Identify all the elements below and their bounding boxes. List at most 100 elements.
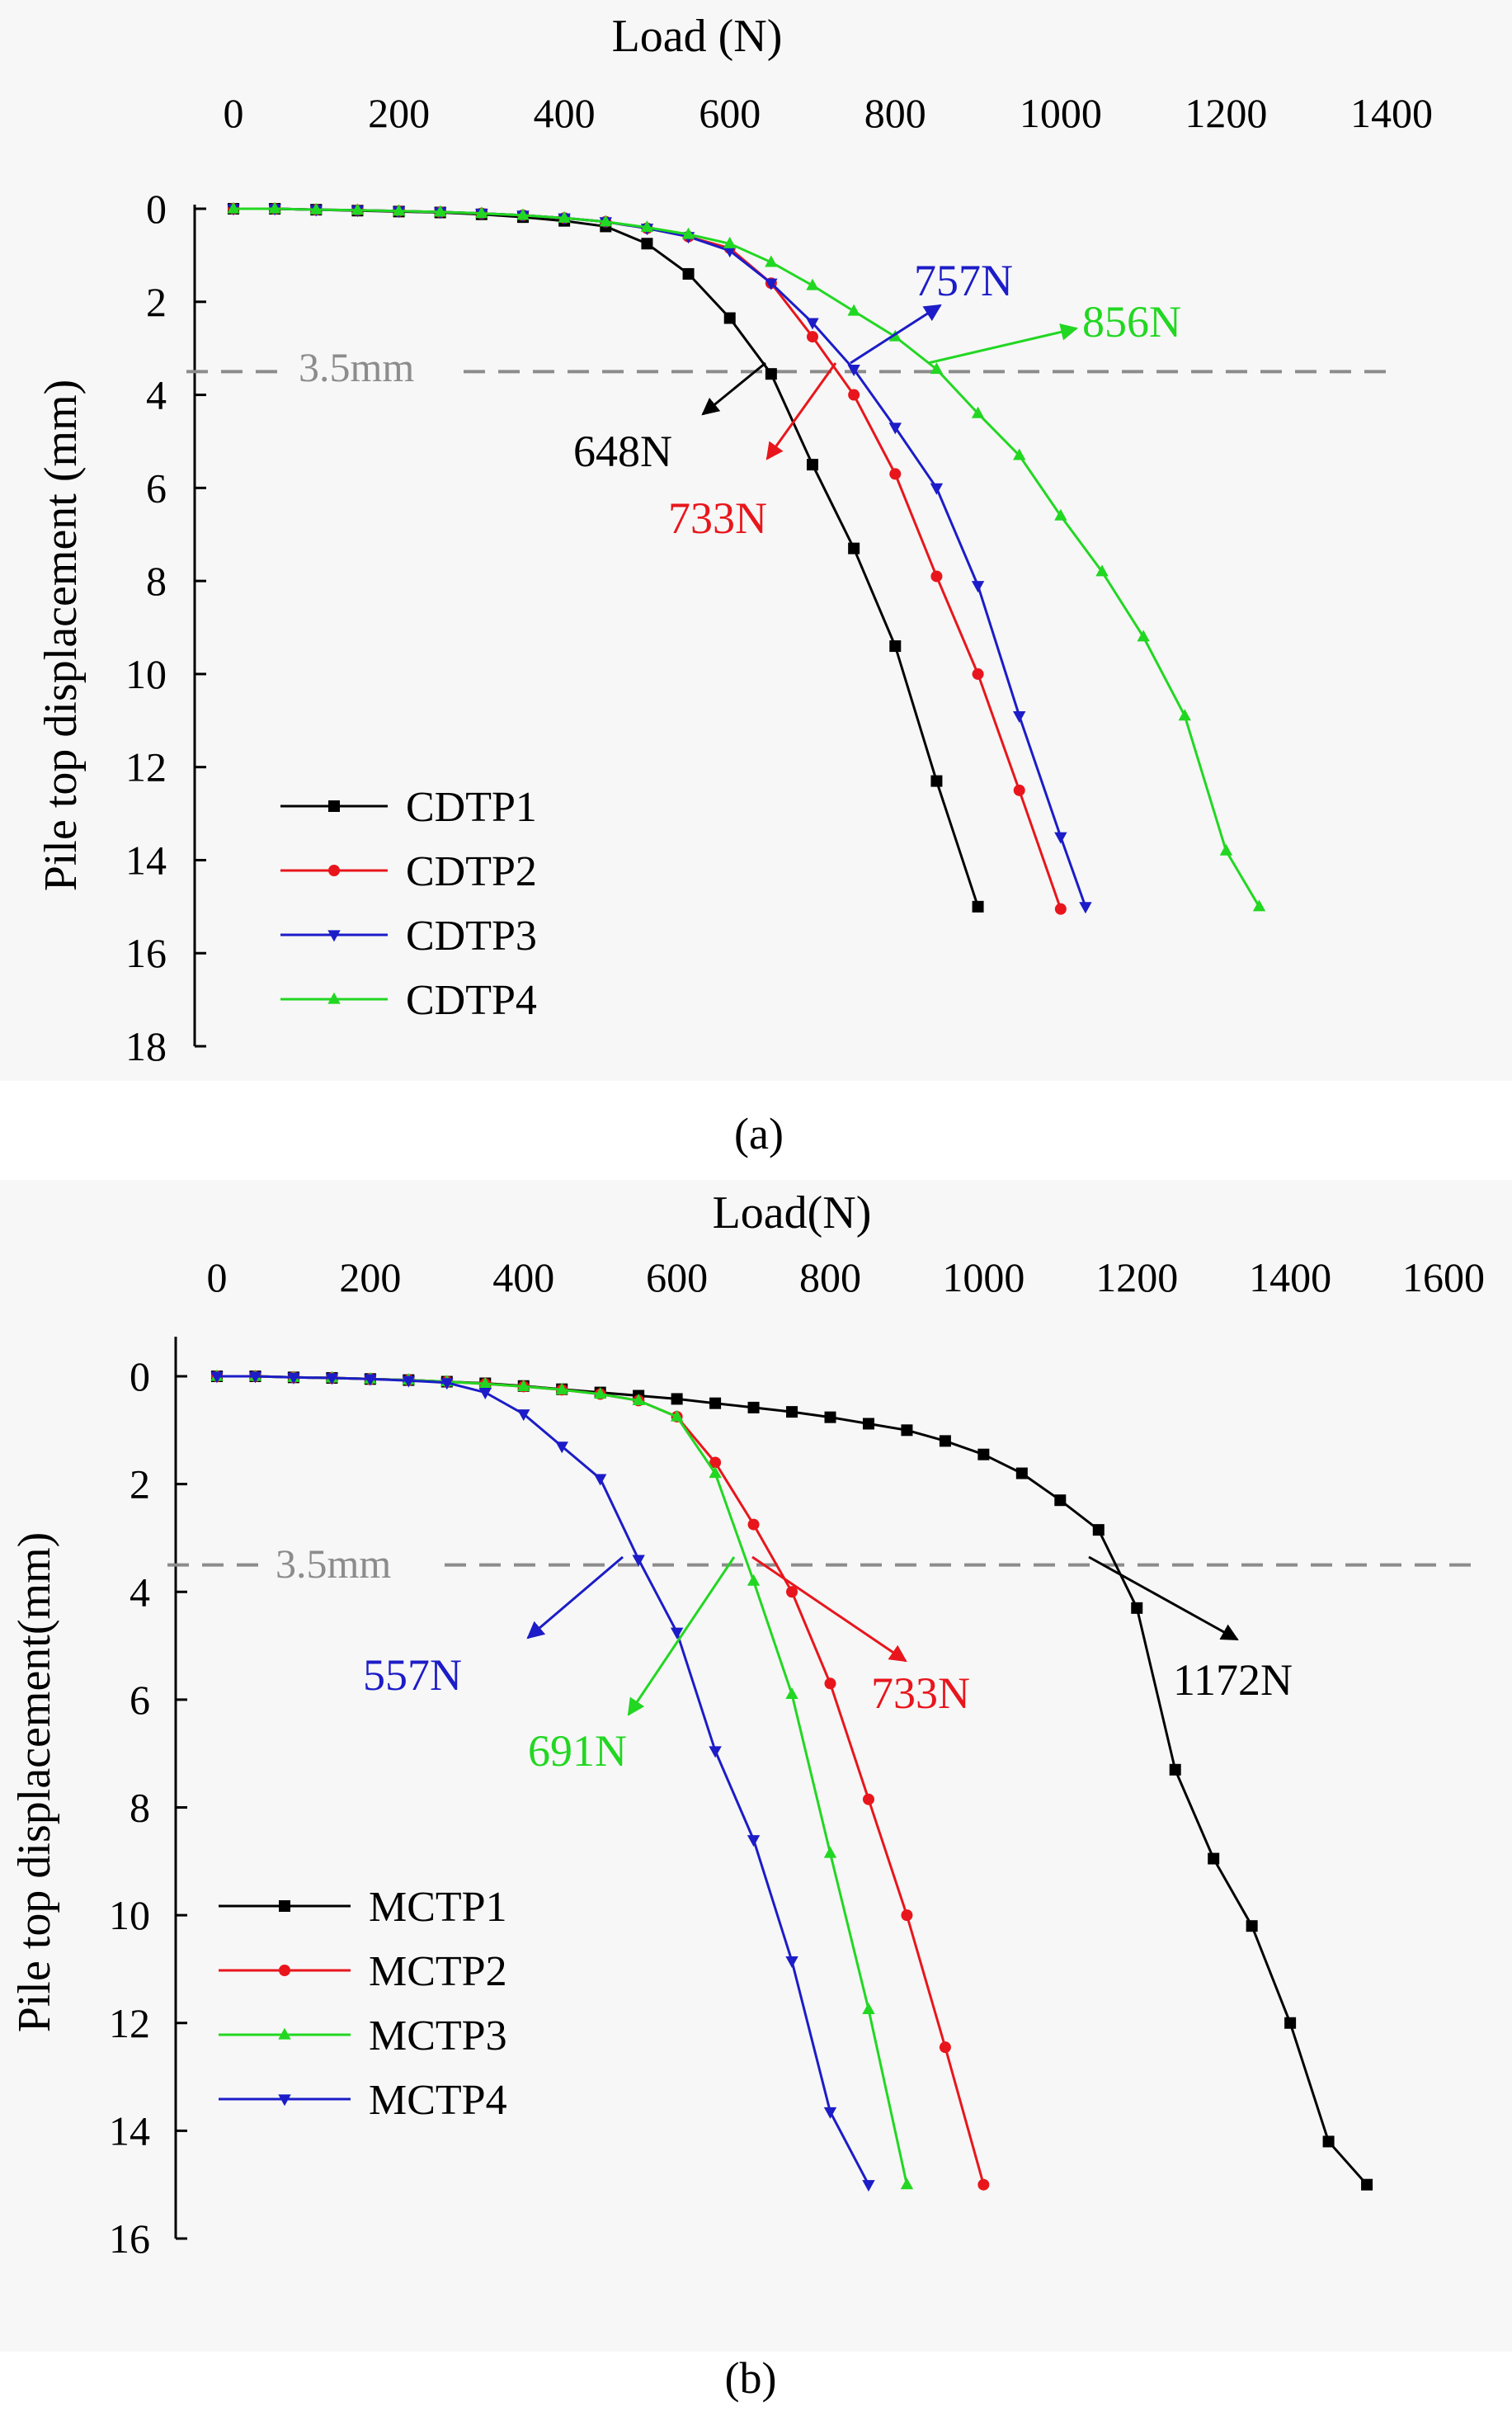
data-point-mctp1 bbox=[1246, 1920, 1258, 1932]
legend-marker bbox=[279, 1965, 290, 1976]
data-point-cdtp2 bbox=[1054, 903, 1067, 915]
y-tick-label: 12 bbox=[125, 744, 167, 790]
data-point-cdtp3 bbox=[723, 246, 737, 258]
data-point-cdtp4 bbox=[1252, 899, 1266, 912]
legend-item-mctp4: MCTP4 bbox=[219, 2077, 507, 2124]
y-tick-label: 4 bbox=[130, 1569, 150, 1615]
x-tick-label: 1400 bbox=[1350, 90, 1433, 136]
data-point-mctp1 bbox=[901, 1424, 913, 1437]
data-point-mctp4 bbox=[325, 1373, 339, 1385]
series-group bbox=[210, 1369, 1373, 2192]
data-point-mctp4 bbox=[747, 1835, 761, 1847]
data-point-mctp2 bbox=[824, 1677, 836, 1690]
legend-marker bbox=[279, 1900, 290, 1912]
data-point-cdtp4 bbox=[434, 205, 447, 217]
y-tick-label: 6 bbox=[130, 1677, 150, 1723]
data-point-cdtp1 bbox=[972, 900, 984, 913]
y-tick-label: 2 bbox=[146, 279, 167, 325]
data-point-mctp4 bbox=[823, 2107, 837, 2119]
data-point-cdtp4 bbox=[640, 220, 654, 233]
legend-marker bbox=[327, 992, 341, 1004]
series-line-mctp4 bbox=[217, 1375, 870, 2186]
panel-label-b: (b) bbox=[725, 2353, 777, 2403]
data-point-cdtp4 bbox=[309, 202, 323, 215]
annotation-856n: 856N bbox=[1082, 297, 1181, 347]
data-point-cdtp2 bbox=[807, 331, 818, 343]
data-point-mctp1 bbox=[747, 1401, 760, 1413]
legend-label: CDTP1 bbox=[406, 784, 537, 831]
annotation-arrow-648n bbox=[701, 361, 766, 416]
series-mctp4 bbox=[210, 1371, 875, 2192]
data-point-cdtp4 bbox=[227, 201, 240, 214]
data-point-cdtp2 bbox=[889, 468, 902, 480]
data-point-mctp3 bbox=[670, 1409, 684, 1422]
y-tick-label: 16 bbox=[109, 2215, 150, 2262]
data-point-cdtp4 bbox=[971, 406, 985, 418]
data-point-cdtp4 bbox=[558, 210, 571, 223]
data-point-cdtp1 bbox=[682, 267, 695, 280]
data-point-mctp3 bbox=[823, 1846, 837, 1858]
y-tick-label: 14 bbox=[109, 2107, 150, 2154]
data-point-cdtp3 bbox=[971, 581, 985, 593]
legend-item-mctp1: MCTP1 bbox=[219, 1884, 507, 1931]
data-point-mctp2 bbox=[862, 1793, 874, 1805]
legend-item-mctp3: MCTP3 bbox=[219, 2012, 507, 2059]
data-point-mctp3 bbox=[632, 1393, 645, 1405]
data-point-mctp4 bbox=[709, 1746, 722, 1758]
y-tick-label: 0 bbox=[130, 1353, 150, 1399]
data-point-mctp1 bbox=[1322, 2135, 1335, 2148]
data-point-mctp3 bbox=[900, 2177, 914, 2190]
y-tick-label: 8 bbox=[146, 558, 167, 604]
legend-marker bbox=[278, 2027, 291, 2040]
data-point-mctp3 bbox=[785, 1687, 798, 1699]
legend-label: MCTP3 bbox=[369, 2012, 507, 2059]
series-group bbox=[227, 201, 1266, 915]
data-point-mctp1 bbox=[1092, 1524, 1105, 1536]
data-point-mctp3 bbox=[478, 1376, 492, 1389]
x-tick-label: 800 bbox=[864, 90, 926, 136]
x-axis-title: Load(N) bbox=[713, 1187, 872, 1239]
data-point-cdtp1 bbox=[723, 312, 736, 324]
data-point-mctp4 bbox=[248, 1371, 262, 1384]
y-tick-label: 6 bbox=[146, 465, 167, 511]
y-tick-label: 12 bbox=[109, 2000, 150, 2046]
x-tick-label: 1000 bbox=[1020, 90, 1102, 136]
data-point-mctp4 bbox=[785, 1956, 798, 1969]
data-point-mctp2 bbox=[747, 1518, 760, 1531]
data-point-cdtp4 bbox=[475, 206, 488, 219]
data-point-mctp4 bbox=[593, 1474, 607, 1486]
legend-label: MCTP4 bbox=[369, 2077, 507, 2124]
series-cdtp4 bbox=[227, 201, 1266, 912]
series-line-cdtp4 bbox=[233, 207, 1260, 908]
x-axis-title: Load (N) bbox=[612, 11, 783, 62]
annotation-arrow-1172n bbox=[1088, 1555, 1239, 1641]
y-tick-label: 2 bbox=[130, 1461, 150, 1507]
data-point-mctp3 bbox=[517, 1380, 530, 1392]
data-point-mctp4 bbox=[632, 1555, 645, 1567]
legend-label: MCTP2 bbox=[369, 1948, 507, 1995]
data-point-mctp1 bbox=[1169, 1763, 1181, 1776]
data-point-cdtp1 bbox=[641, 238, 653, 250]
data-point-mctp2 bbox=[901, 1909, 913, 1922]
data-point-mctp3 bbox=[747, 1574, 761, 1586]
data-point-cdtp4 bbox=[1013, 448, 1026, 460]
data-point-cdtp4 bbox=[806, 278, 819, 290]
annotation-arrow-557n bbox=[526, 1555, 624, 1640]
x-tick-label: 1200 bbox=[1095, 1254, 1178, 1300]
reference-label-background bbox=[289, 340, 462, 389]
data-point-mctp3 bbox=[862, 2003, 875, 2015]
x-tick-label: 800 bbox=[799, 1254, 861, 1300]
data-point-mctp1 bbox=[1131, 1602, 1143, 1614]
annotation-757n: 757N bbox=[914, 256, 1013, 305]
data-point-mctp4 bbox=[555, 1441, 568, 1454]
x-tick-label: 200 bbox=[368, 90, 430, 136]
legend-marker bbox=[328, 865, 340, 876]
x-tick-label: 400 bbox=[492, 1254, 554, 1300]
legend-label: MCTP1 bbox=[369, 1884, 507, 1931]
data-point-cdtp4 bbox=[1095, 564, 1109, 577]
chart-panel-a: Load (N) 0 200 400 600 800 1000 1200 1400 0 2 4 6 8… bbox=[0, 0, 1512, 1081]
data-point-cdtp4 bbox=[351, 203, 365, 215]
legend-marker bbox=[328, 800, 340, 812]
y-tick-labels: 0 2 4 6 8 10 12 14 16 18 bbox=[125, 186, 206, 1069]
